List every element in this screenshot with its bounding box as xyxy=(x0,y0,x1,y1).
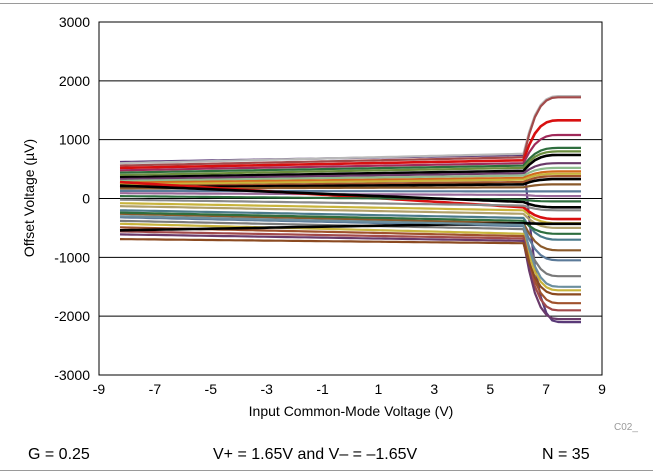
x-tick-label-4: -1 xyxy=(316,381,329,397)
series-line-25 xyxy=(119,216,581,262)
x-tick-label-1: -7 xyxy=(149,381,162,397)
series-line-7 xyxy=(119,153,581,179)
series-line-30 xyxy=(119,233,581,321)
x-tick-label-0: -9 xyxy=(93,381,106,397)
y-tick-label-1: -2000 xyxy=(54,308,90,324)
sample-count: N = 35 xyxy=(542,446,590,463)
y-tick-label-3: 0 xyxy=(82,191,90,207)
series-line-32 xyxy=(119,211,581,235)
series-line-15 xyxy=(120,189,581,193)
x-tick-label-3: -3 xyxy=(260,381,273,397)
top-rule xyxy=(0,3,653,4)
series-line-3 xyxy=(119,119,581,170)
figure-code-label: C02_ xyxy=(614,422,638,433)
series-line-34 xyxy=(119,215,581,288)
series-line-29 xyxy=(119,230,581,312)
gain-condition: G = 0.25 xyxy=(28,446,90,463)
tick-labels: -9 -7 -5 -3 -1 1 3 5 7 9 -3000 -2000 -1000 0 1000 2000 3… xyxy=(54,14,606,397)
series-line-9 xyxy=(120,166,581,182)
series-line-18 xyxy=(119,195,581,203)
grid-lines xyxy=(99,80,602,317)
x-axis-label: Input Common-Mode Voltage (V) xyxy=(249,403,454,419)
y-tick-label-4: 1000 xyxy=(59,132,90,148)
series-line-5 xyxy=(119,146,581,174)
bottom-rule xyxy=(0,470,653,471)
series-line-23 xyxy=(119,209,581,241)
x-tick-label-5: 1 xyxy=(375,381,383,397)
series-line-1 xyxy=(119,94,581,165)
series-line-4 xyxy=(119,133,581,172)
series-lines xyxy=(119,94,581,324)
series-line-6 xyxy=(119,150,581,177)
x-tick-label-9: 9 xyxy=(598,381,606,397)
series-line-22 xyxy=(119,205,581,229)
y-tick-label-0: -3000 xyxy=(54,367,90,383)
x-tick-label-6: 3 xyxy=(430,381,438,397)
series-line-19 xyxy=(119,184,581,209)
y-tick-label-5: 2000 xyxy=(59,73,90,89)
offset-voltage-chart: -9 -7 -5 -3 -1 1 3 5 7 9 -3000 -2000 -1000 0 1000 2000 3… xyxy=(21,14,638,433)
series-line-10 xyxy=(119,170,581,184)
x-tick-label-8: 7 xyxy=(542,381,550,397)
y-axis-label: Offset Voltage (µV) xyxy=(21,139,37,257)
series-line-31 xyxy=(119,238,581,296)
series-line-2 xyxy=(119,96,581,167)
series-line-12 xyxy=(120,175,581,188)
series-line-20 xyxy=(119,198,581,212)
series-line-21 xyxy=(119,202,581,225)
series-line-8 xyxy=(119,162,581,181)
series-line-27 xyxy=(119,222,581,292)
supply-condition: V+ = 1.65V and V– = –1.65V xyxy=(213,446,418,463)
y-tick-label-2: -1000 xyxy=(54,249,90,265)
x-tick-label-2: -5 xyxy=(205,381,218,397)
y-tick-label-6: 3000 xyxy=(59,14,90,30)
x-tick-label-7: 5 xyxy=(486,381,494,397)
series-line-11 xyxy=(119,172,581,186)
